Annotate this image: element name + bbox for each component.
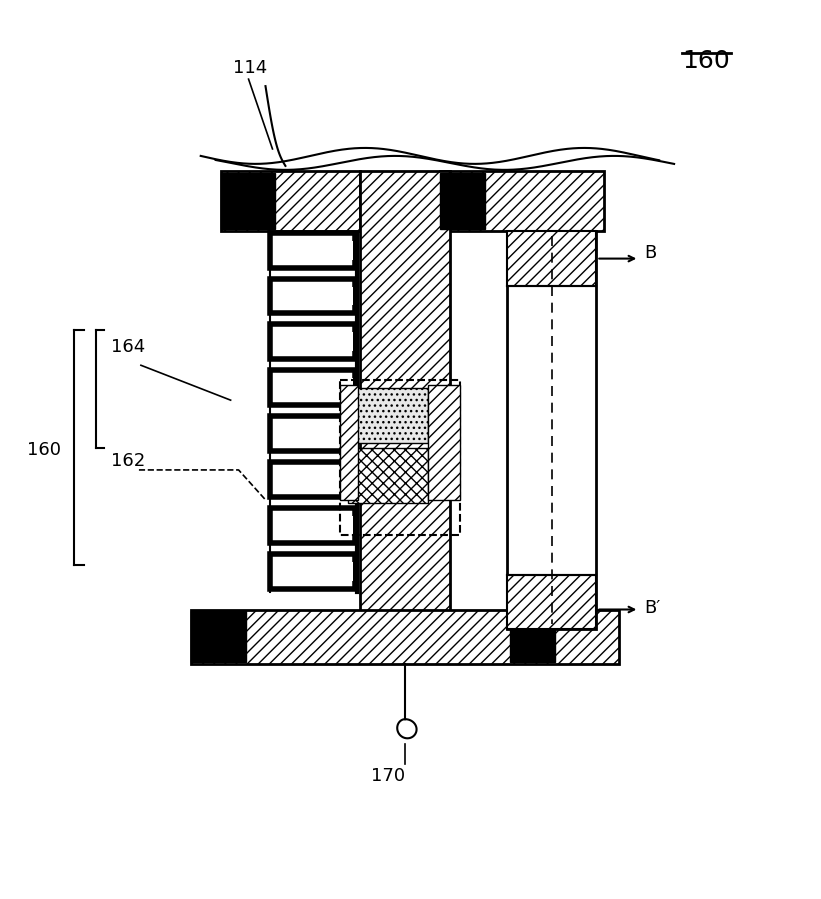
Bar — [221, 171, 360, 231]
Bar — [270, 508, 355, 543]
Bar — [221, 173, 276, 228]
Text: 162: 162 — [111, 452, 145, 470]
Bar — [507, 231, 596, 629]
Bar — [278, 333, 353, 352]
Bar — [440, 171, 604, 231]
Bar — [278, 287, 353, 306]
Bar — [270, 233, 358, 608]
Bar — [278, 562, 353, 581]
Bar — [270, 370, 355, 405]
Text: B: B — [644, 244, 657, 262]
Bar — [510, 611, 554, 663]
Bar — [270, 279, 355, 314]
Bar — [507, 574, 596, 629]
Bar — [348, 448, 428, 503]
Bar — [360, 171, 450, 639]
Bar — [507, 231, 596, 286]
Bar — [340, 380, 460, 535]
Bar — [190, 610, 619, 664]
Bar — [340, 385, 358, 500]
Text: 160: 160 — [682, 49, 730, 73]
Bar — [452, 233, 507, 608]
Text: 170: 170 — [371, 767, 405, 785]
Bar — [190, 611, 245, 663]
Bar — [278, 424, 353, 443]
Text: 160: 160 — [27, 441, 62, 459]
Bar — [270, 325, 355, 360]
Bar — [270, 233, 355, 268]
Text: 164: 164 — [111, 338, 145, 356]
Text: B′: B′ — [644, 599, 661, 617]
Bar — [278, 516, 353, 535]
Bar — [278, 470, 353, 489]
Bar — [440, 173, 484, 228]
Bar — [428, 385, 460, 500]
Bar — [348, 388, 428, 443]
Bar — [270, 416, 355, 451]
Bar — [278, 241, 353, 260]
Bar — [270, 554, 355, 589]
Text: 114: 114 — [232, 59, 267, 77]
Bar — [278, 378, 353, 397]
Bar — [270, 462, 355, 497]
